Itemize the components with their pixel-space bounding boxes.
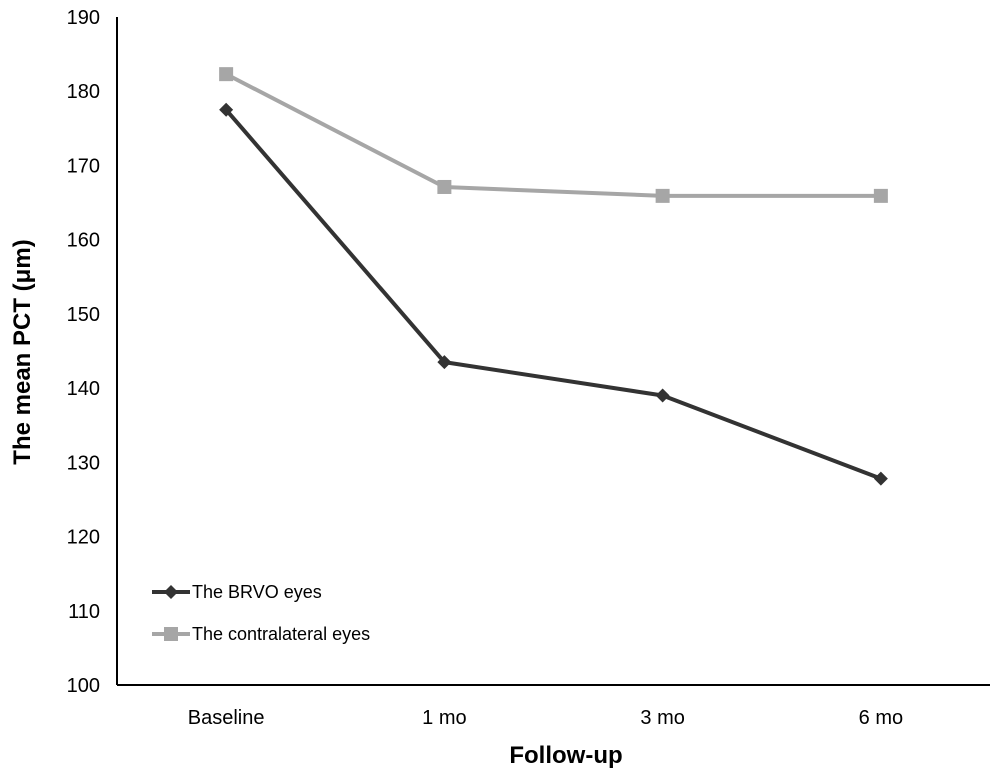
series-layer bbox=[219, 67, 888, 486]
data-point bbox=[219, 67, 234, 82]
legend-label: The BRVO eyes bbox=[192, 582, 322, 602]
y-tick-label: 150 bbox=[67, 304, 100, 326]
legend-marker bbox=[164, 585, 178, 599]
legend-marker bbox=[164, 627, 178, 641]
y-tick-labels: 100 110 120 130 140 150 160 170 180 190 bbox=[67, 7, 100, 697]
data-point bbox=[437, 179, 452, 194]
legend-item: The BRVO eyes bbox=[152, 582, 322, 602]
x-tick-labels: Baseline 1 mo 3 mo 6 mo bbox=[188, 707, 903, 729]
y-tick-label: 130 bbox=[67, 452, 100, 474]
y-tick-label: 110 bbox=[68, 601, 100, 623]
y-tick-label: 190 bbox=[67, 7, 100, 29]
data-point bbox=[437, 355, 452, 370]
x-tick-label: 6 mo bbox=[859, 707, 903, 729]
x-axis: Baseline 1 mo 3 mo 6 mo bbox=[117, 684, 990, 729]
data-point bbox=[873, 471, 888, 486]
data-point bbox=[655, 188, 670, 203]
y-tick-label: 180 bbox=[67, 81, 100, 103]
y-tick-label: 160 bbox=[67, 230, 100, 252]
legend: The BRVO eyes The contralateral eyes bbox=[152, 582, 370, 644]
legend-item: The contralateral eyes bbox=[152, 624, 370, 644]
y-tick-label: 140 bbox=[67, 378, 100, 400]
series-line bbox=[224, 108, 882, 481]
series-contralateral-eyes bbox=[219, 67, 888, 203]
series-line bbox=[225, 72, 881, 198]
y-axis: 100 110 120 130 140 150 160 170 180 190 bbox=[67, 7, 118, 697]
y-tick-label: 100 bbox=[67, 675, 100, 697]
x-tick-label: Baseline bbox=[188, 707, 265, 729]
y-tick-label: 170 bbox=[67, 155, 100, 177]
x-tick-label: 1 mo bbox=[422, 707, 466, 729]
legend-label: The contralateral eyes bbox=[192, 624, 370, 644]
y-axis-title: The mean PCT (μm) bbox=[9, 239, 36, 464]
x-tick-label: 3 mo bbox=[640, 707, 684, 729]
data-point bbox=[655, 388, 670, 403]
x-axis-title: Follow-up bbox=[509, 742, 622, 769]
y-tick-label: 120 bbox=[67, 527, 100, 549]
data-point bbox=[219, 102, 234, 117]
data-point bbox=[873, 188, 888, 203]
series-brvo-eyes bbox=[219, 102, 888, 486]
